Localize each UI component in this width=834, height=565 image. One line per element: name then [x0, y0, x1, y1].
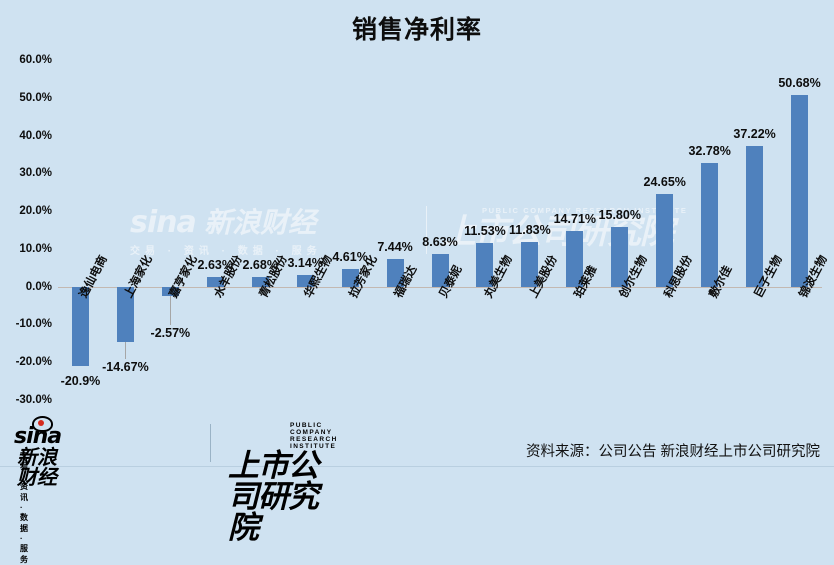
x-axis-category-label: 逸仙电商 [78, 253, 111, 300]
logo-divider [210, 424, 211, 462]
source-note: 资料来源：公司公告 新浪财经上市公司研究院 [525, 444, 820, 460]
y-axis-tick-label: 20.0% [19, 205, 52, 218]
y-axis-tick-label: 40.0% [19, 129, 52, 142]
bar-value-label: 2.63% [197, 257, 233, 272]
bar-value-label: 37.22% [733, 127, 776, 142]
label-leader-line [125, 342, 127, 360]
bar-value-label: 15.80% [598, 207, 641, 222]
bar-value-label: 11.83% [509, 222, 551, 237]
bar [611, 226, 629, 287]
bar [791, 95, 809, 287]
bar [431, 254, 449, 287]
bar [161, 286, 179, 297]
plot-area: 60.0% 50.0% 40.0% 30.0% 20.0% 10.0% 0.0% -10.0%… [16, 54, 830, 406]
bar-value-label: 11.53% [464, 224, 506, 239]
institute-name-en: PUBLIC COMPANY RESEARCH INSTITUTE [290, 422, 338, 450]
bar-value-label: 4.61% [332, 250, 368, 265]
y-axis-tick-label: 50.0% [19, 91, 52, 104]
bar [71, 286, 89, 366]
bar-value-label: 32.78% [688, 143, 731, 158]
bar [341, 269, 359, 287]
institute-name-cn: 上市公司研究院 [228, 448, 319, 545]
label-leader-line [170, 296, 172, 326]
bar [656, 193, 674, 287]
bar [746, 146, 764, 287]
y-axis-tick-label: 10.0% [19, 242, 52, 255]
x-axis-category-label: 上海家化 [123, 253, 156, 300]
zero-axis-line [58, 286, 822, 288]
y-axis-tick-label: -10.0% [15, 318, 52, 331]
bar [251, 276, 269, 287]
y-axis-tick-label: 0.0% [25, 280, 52, 293]
chart-title: 销售净利率 [351, 16, 482, 44]
bar-value-label: 3.14% [287, 255, 323, 270]
bar [116, 286, 134, 343]
y-axis-tick-label: -30.0% [15, 394, 52, 406]
footer-divider [0, 466, 834, 467]
sina-wordmark: sina [14, 424, 62, 449]
bar-value-label: 2.68% [242, 257, 278, 272]
bar-value-label: -14.67% [102, 360, 149, 375]
y-axis-tick-label: 30.0% [19, 167, 52, 180]
bar [476, 243, 494, 287]
bar-value-label: -2.57% [150, 326, 191, 341]
bar-value-label: 50.68% [778, 76, 821, 91]
bar [386, 258, 404, 287]
sina-tagline: 交易 · 资讯 · 数据 · 服务 [20, 451, 32, 564]
footer: sina 新浪财经 交易 · 资讯 · 数据 · 服务 PUBLIC COMPA… [0, 416, 834, 564]
sina-eye-icon [32, 416, 53, 432]
bar-value-label: 8.63% [422, 235, 458, 250]
sina-logo-text: sina 新浪财经 [14, 416, 62, 489]
chart-container: 销售净利率 sina 新浪财经 交易 · 资讯 · 数据 · 服务 PUBLIC… [0, 16, 834, 564]
bar [566, 231, 584, 287]
bar-value-label: 14.71% [553, 212, 597, 227]
bar-value-label: 7.44% [377, 239, 413, 254]
y-axis-tick-label: -20.0% [15, 356, 52, 369]
y-axis-tick-label: 60.0% [19, 54, 52, 66]
bar [296, 274, 314, 287]
bar [701, 162, 719, 287]
bar-value-label: 24.65% [643, 174, 686, 189]
bar [206, 276, 224, 287]
bar [521, 241, 539, 287]
institute-logo: PUBLIC COMPANY RESEARCH INSTITUTE 上市公司研究… [228, 422, 338, 543]
bar-value-label: -20.9% [60, 373, 101, 388]
